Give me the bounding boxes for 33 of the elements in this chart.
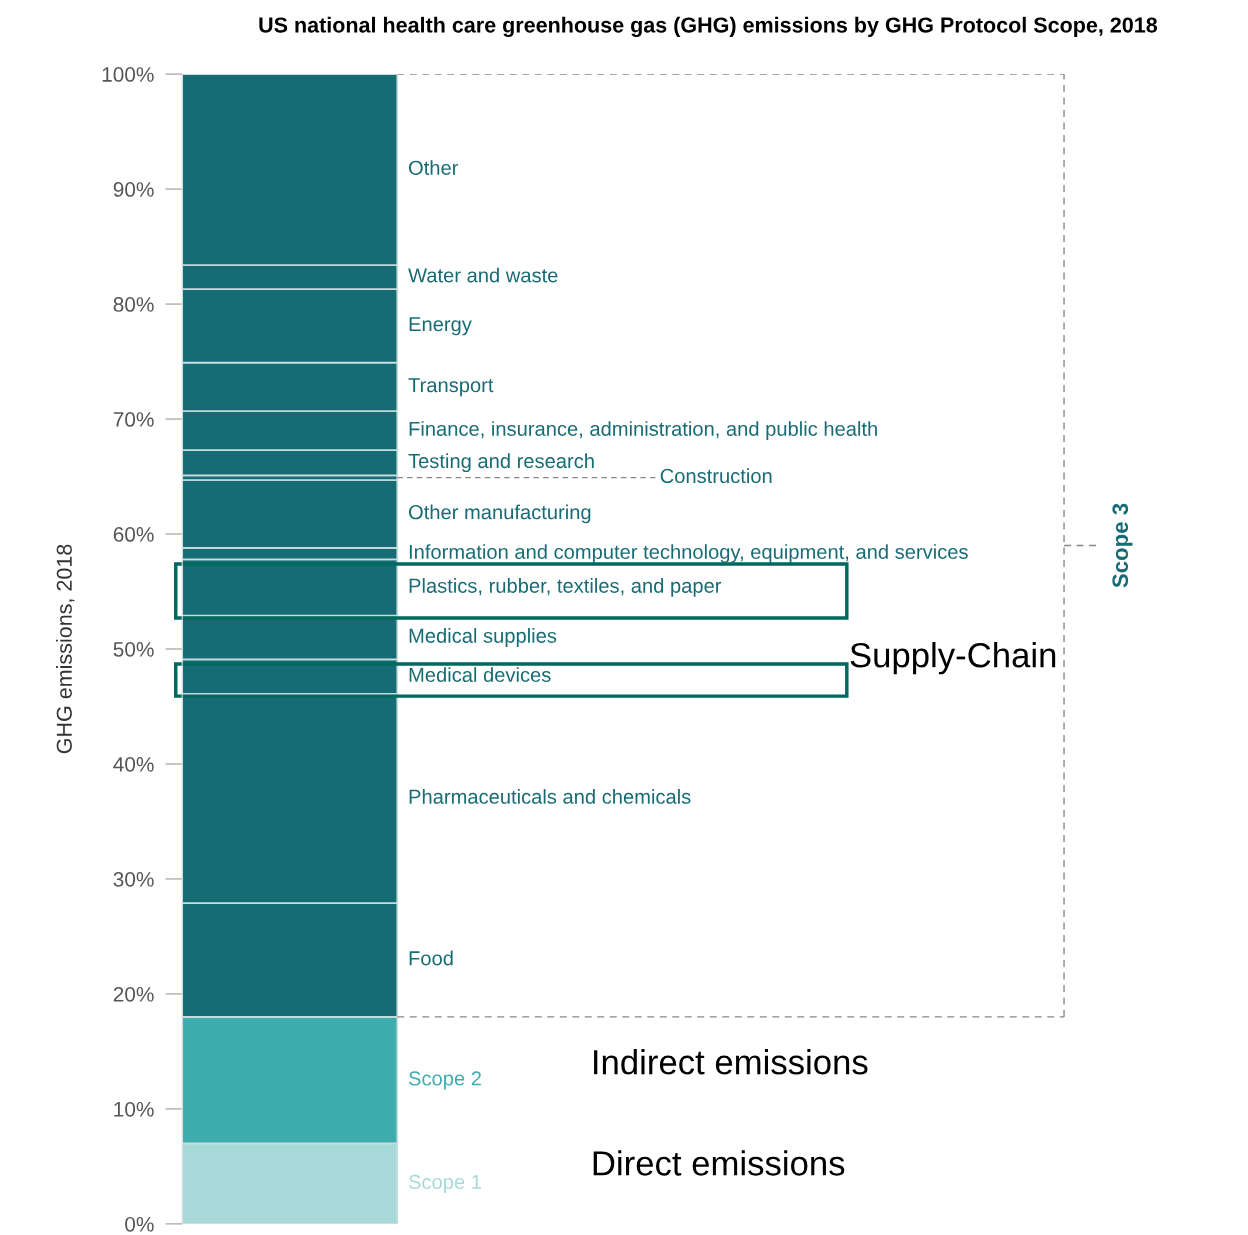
text: Indirect emissions [594,1049,868,1075]
series-label: Pharmaceuticals and chemicals [409,789,691,804]
series-label: Scope 2 [408,1071,481,1090]
series-label: Testing and research [408,453,594,473]
text: US national health care greenhouse gas (GHG) emissions by GHG Protocol Scope, 2018 [259,16,1158,37]
y-tick-label: 50% [113,641,154,657]
series-label: Medical devices [409,667,551,682]
series-label: Water and waste [408,267,558,283]
text: Scope 3 [1112,503,1133,588]
y-tick-label: 80% [113,297,154,312]
y-tick-label: 30% [113,871,154,887]
series-label: Other [409,160,459,175]
series-label: Food [409,950,453,966]
y-tick-label: 70% [113,412,154,427]
y-tick-label: 40% [113,756,154,772]
series-label: Transport [408,378,494,397]
series-label: Medical supplies [409,628,557,647]
y-tick-label: 20% [113,986,154,1002]
series-label: Information and computer technology, equipment, and services [409,544,968,563]
text: Supply-Chain [850,642,1056,675]
series-label: Energy [409,317,472,336]
y-axis-title: GHG emissions, 2018 [56,544,75,754]
y-tick-label: 100% [102,67,154,82]
series-label: Scope 1 [408,1174,481,1194]
y-tick-label: 0% [125,1216,154,1232]
series-label: Other manufacturing [409,504,591,524]
text: Direct emissions [593,1150,845,1176]
y-tick-label: 10% [114,1101,154,1117]
text: Construction [660,468,772,484]
y-tick-label: 60% [113,527,154,542]
series-label: Plastics, rubber, textiles, and paper [409,578,722,597]
y-tick-label: 90% [113,182,154,197]
series-label: Finance, insurance, administration, and public health [409,421,877,440]
